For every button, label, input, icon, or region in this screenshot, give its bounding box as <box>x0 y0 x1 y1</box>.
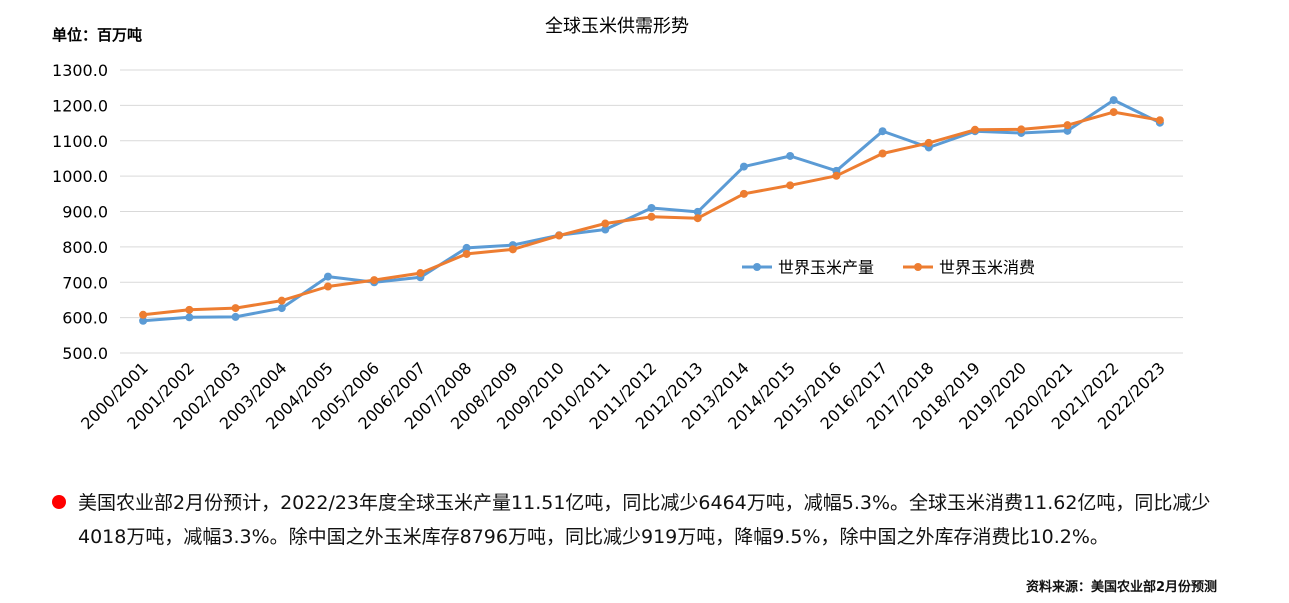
data-point <box>878 127 887 136</box>
data-point <box>277 304 286 313</box>
source-label: 资料来源：美国农业部2月份预测 <box>1025 580 1217 595</box>
data-point <box>462 243 471 252</box>
x-axis: 2000/20012001/20022002/20032003/20042004… <box>77 358 1169 433</box>
data-point <box>185 313 194 322</box>
y-tick-label: 600.0 <box>62 309 108 328</box>
data-point <box>601 225 610 234</box>
legend-marker <box>753 263 761 271</box>
data-point <box>231 304 240 313</box>
data-point <box>1063 121 1072 130</box>
y-tick-label: 900.0 <box>62 203 108 222</box>
legend: 世界玉米产量 世界玉米消费 <box>742 258 1035 277</box>
y-tick-label: 800.0 <box>62 238 108 257</box>
legend-marker <box>914 263 922 271</box>
legend-label: 世界玉米消费 <box>939 258 1035 277</box>
data-point <box>739 162 748 171</box>
series-lines <box>139 96 1164 325</box>
data-point <box>1109 96 1118 105</box>
data-point <box>647 203 656 212</box>
data-point <box>786 151 795 160</box>
footnote: 美国农业部2月份预计，2022/23年度全球玉米产量11.51亿吨，同比减少64… <box>52 486 1252 554</box>
data-point <box>139 310 148 319</box>
y-tick-label: 1000.0 <box>52 167 108 186</box>
data-point <box>601 219 610 228</box>
bullet-icon <box>52 495 66 509</box>
data-point <box>971 125 980 134</box>
y-tick-label: 500.0 <box>62 344 108 363</box>
data-point <box>323 272 332 281</box>
data-point <box>739 189 748 198</box>
data-point <box>1017 125 1026 134</box>
y-axis: 500.0 600.0 700.0 800.0 900.0 1000.0 1100.0 120… <box>52 61 108 363</box>
data-point <box>786 181 795 190</box>
data-point <box>693 207 702 216</box>
data-point <box>462 249 471 258</box>
data-point <box>416 269 425 278</box>
unit-label: 单位：百万吨 <box>52 26 142 44</box>
y-tick-label: 1300.0 <box>52 61 108 80</box>
data-point <box>878 149 887 158</box>
corn-supply-demand-chart: 全球玉米供需形势 单位：百万吨 500.0 600.0 700.0 800.0 900.… <box>52 16 1183 433</box>
data-point <box>1063 126 1072 135</box>
footnote-text: 美国农业部2月份预计，2022/23年度全球玉米产量11.51亿吨，同比减少64… <box>78 492 1211 548</box>
y-tick-label: 1200.0 <box>52 96 108 115</box>
data-point <box>185 305 194 314</box>
data-point <box>323 282 332 291</box>
data-point <box>924 138 933 147</box>
legend-label: 世界玉米产量 <box>778 258 874 277</box>
data-point <box>647 212 656 221</box>
y-tick-label: 1100.0 <box>52 132 108 151</box>
y-tick-label: 700.0 <box>62 273 108 292</box>
data-point <box>1155 116 1164 125</box>
data-point <box>555 231 564 240</box>
chart-title: 全球玉米供需形势 <box>545 16 689 37</box>
data-point <box>231 312 240 321</box>
data-point <box>508 245 517 254</box>
data-point <box>1109 108 1118 117</box>
data-point <box>832 171 841 180</box>
data-point <box>277 296 286 305</box>
data-point <box>139 316 148 325</box>
data-point <box>693 214 702 223</box>
data-point <box>370 276 379 285</box>
